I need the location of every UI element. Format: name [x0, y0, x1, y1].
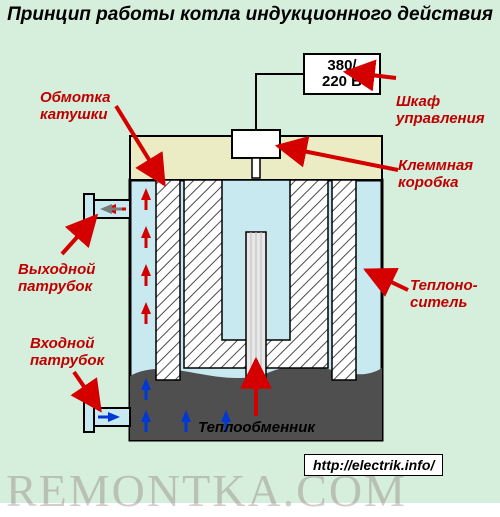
- label-exchanger: Теплообменник: [198, 420, 315, 437]
- watermark-text: REMONTKA.COM: [6, 464, 407, 517]
- label-terminal: Клеммнаякоробка: [398, 158, 473, 191]
- label-cabinet: Шкафуправления: [396, 94, 485, 127]
- label-inlet: Входнойпатрубок: [30, 336, 104, 369]
- svg-text:220 В: 220 В: [322, 73, 362, 90]
- label-coolant: Теплоно-ситель: [410, 278, 478, 311]
- label-coil: Обмоткакатушки: [40, 90, 110, 123]
- label-outlet: Выходнойпатрубок: [18, 262, 95, 295]
